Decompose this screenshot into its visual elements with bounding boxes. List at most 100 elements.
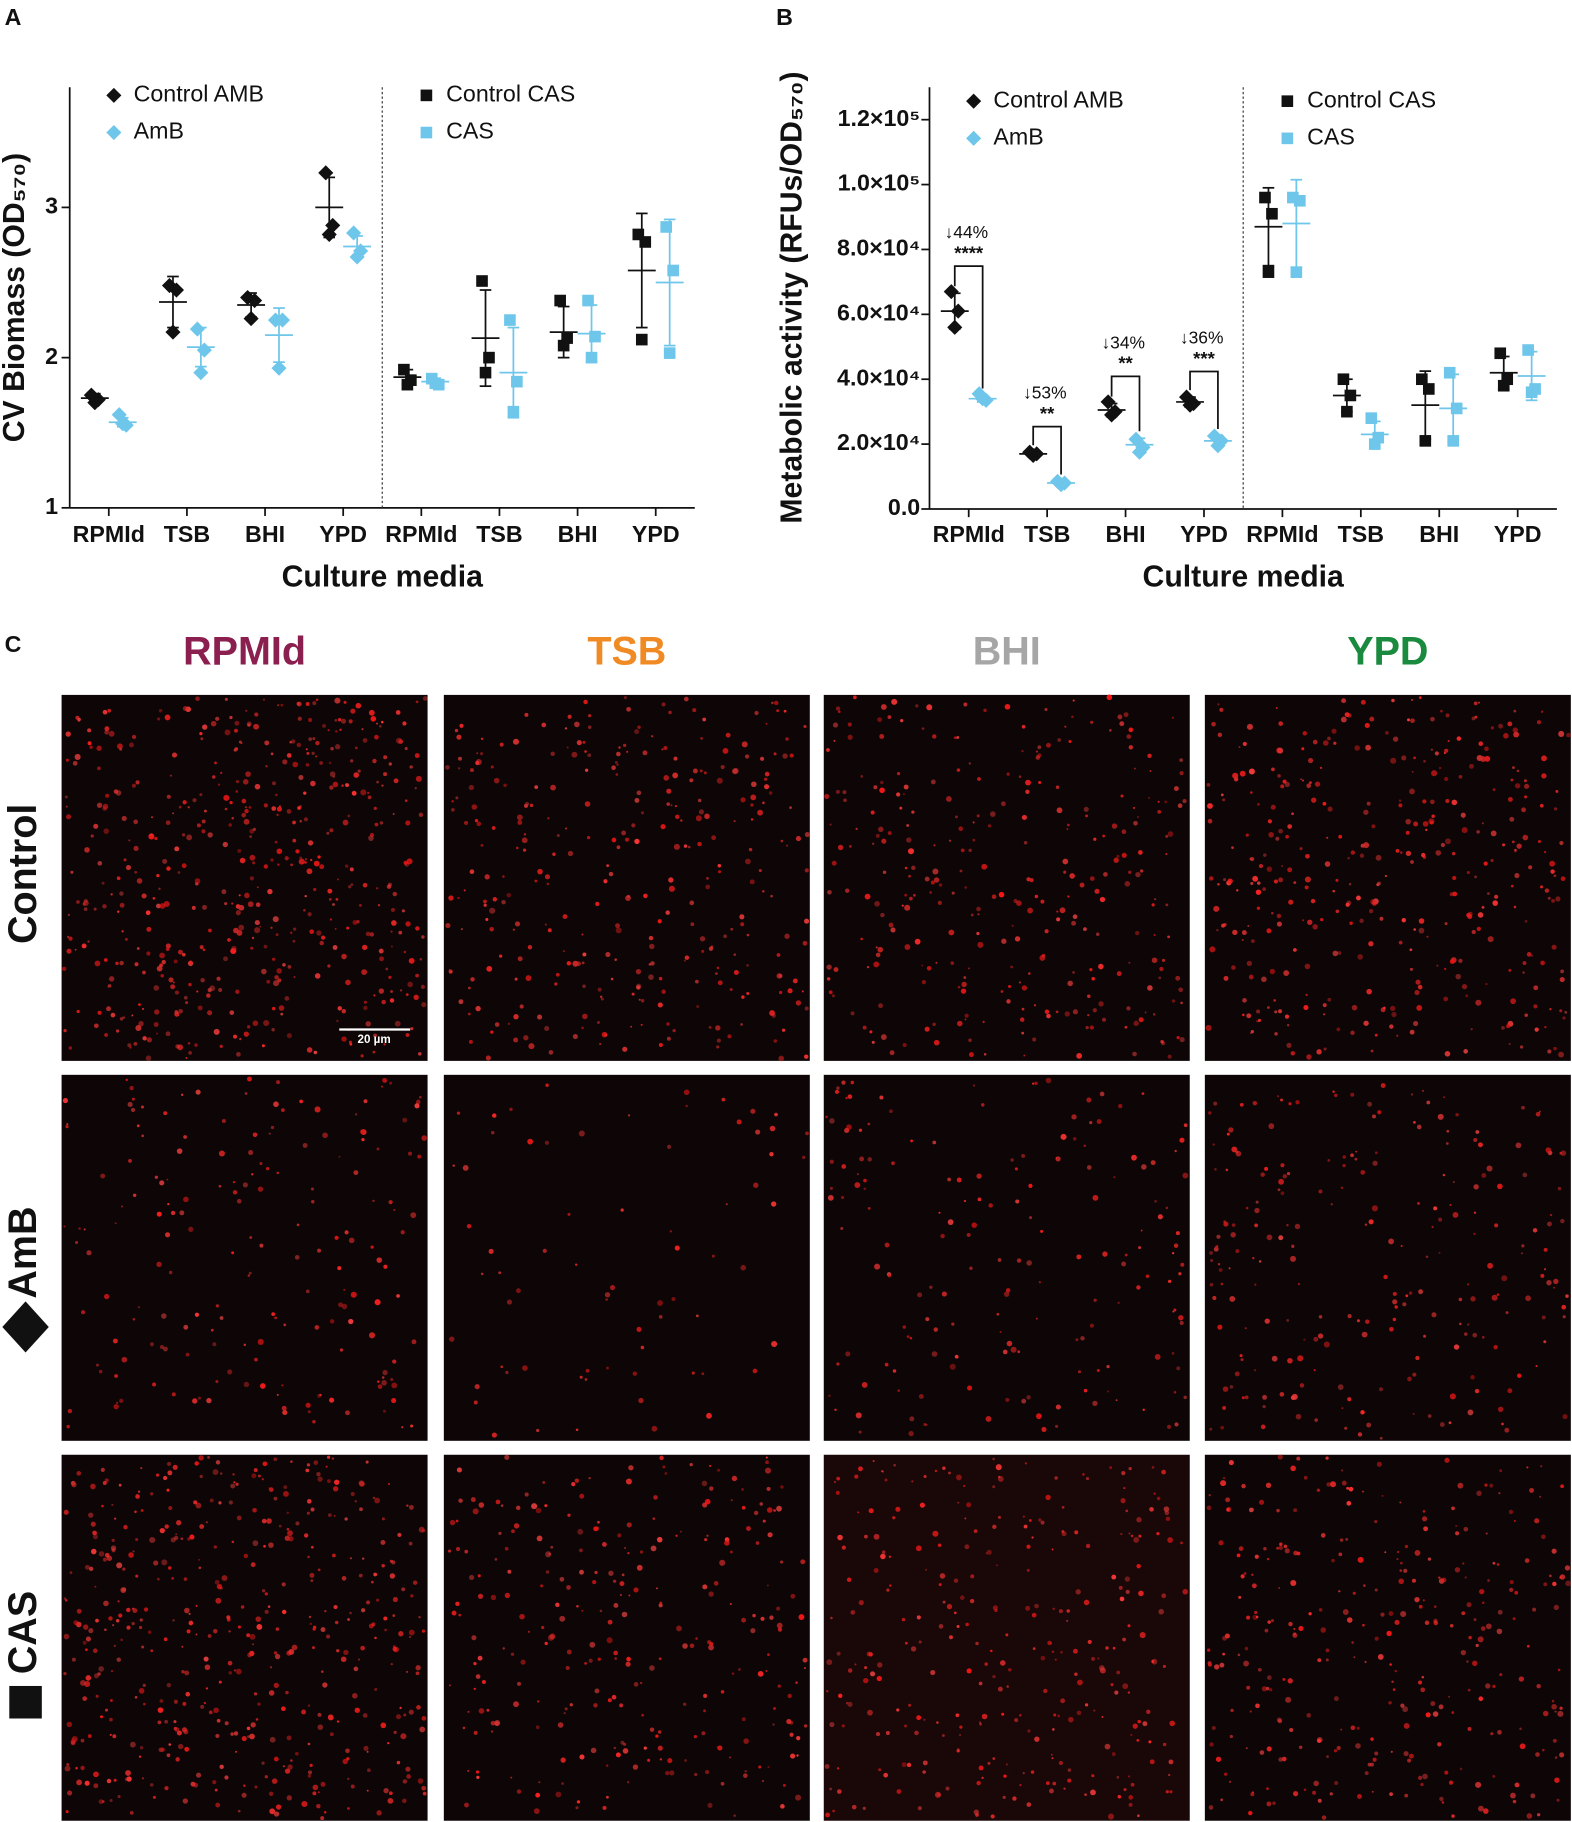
cell: [1418, 1775, 1423, 1780]
cell: [1454, 1567, 1461, 1573]
cell: [916, 1615, 921, 1620]
cell: [918, 1640, 922, 1644]
cell: [1329, 1481, 1337, 1488]
cell: [1286, 1042, 1292, 1048]
cell: [758, 1765, 762, 1769]
cell: [304, 894, 307, 898]
cell: [1235, 1150, 1242, 1157]
cell: [1168, 1773, 1171, 1777]
x-tick-label: YPD: [1494, 521, 1542, 547]
cell: [826, 1659, 833, 1666]
cell: [1414, 1596, 1420, 1603]
legend-marker: [420, 126, 433, 139]
data-point: [554, 294, 566, 307]
cell: [892, 1516, 896, 1520]
cell: [1255, 889, 1262, 895]
cell: [685, 1104, 688, 1108]
cell: [363, 1745, 369, 1752]
cell: [767, 1532, 773, 1538]
cell: [896, 1789, 902, 1795]
cell: [93, 1771, 99, 1778]
cell: [1246, 960, 1253, 967]
cell: [1116, 971, 1122, 977]
data-point: [1290, 266, 1303, 278]
cell: [579, 1569, 584, 1575]
cell: [61, 966, 67, 972]
cell: [1372, 1757, 1377, 1762]
cell: [248, 1271, 252, 1275]
cell: [1366, 801, 1371, 806]
cell: [160, 1747, 165, 1752]
cell: [175, 1533, 178, 1536]
cell: [1111, 1574, 1117, 1580]
cell: [937, 1543, 942, 1548]
cell: [909, 1336, 913, 1340]
cell: [201, 819, 206, 824]
cell: [199, 1474, 203, 1479]
cell: [658, 976, 663, 981]
cell: [1416, 1004, 1423, 1011]
cell: [1534, 1027, 1539, 1032]
cell: [709, 1464, 712, 1467]
cell: [275, 933, 279, 937]
data-point: [1422, 383, 1435, 395]
cell: [766, 1507, 773, 1513]
cell: [1223, 975, 1229, 981]
cell: [340, 1656, 347, 1663]
cell: [1391, 698, 1395, 703]
cell: [483, 903, 487, 907]
cell: [587, 753, 592, 758]
cell: [473, 1687, 476, 1691]
cell: [1087, 994, 1091, 999]
cell: [701, 949, 705, 953]
cell: [355, 702, 362, 709]
cell: [207, 832, 213, 838]
cell: [683, 959, 686, 962]
cell: [275, 793, 278, 797]
cell: [374, 1636, 377, 1640]
cell: [195, 1633, 198, 1636]
cell: [408, 1636, 412, 1639]
cell: [457, 896, 460, 900]
cell: [1287, 867, 1293, 873]
cell: [1471, 929, 1476, 935]
cell: [658, 1657, 662, 1661]
cell: [1110, 1683, 1114, 1687]
cell: [123, 1524, 128, 1530]
cell: [1374, 1520, 1378, 1524]
cell: [803, 725, 807, 729]
cell: [1218, 1268, 1223, 1272]
cell: [885, 1731, 890, 1735]
cell: [773, 1707, 776, 1710]
cell: [1473, 1184, 1479, 1190]
cell: [1147, 753, 1152, 758]
panel-label: A: [5, 4, 22, 30]
cell: [1560, 1150, 1567, 1156]
cell: [1293, 1508, 1298, 1513]
cell: [1401, 917, 1406, 923]
cell: [365, 1460, 369, 1464]
cell: [421, 1629, 426, 1633]
cell: [319, 940, 324, 946]
cell: [74, 753, 81, 760]
cell: [108, 1616, 113, 1621]
cell: [1540, 960, 1545, 966]
cell: [173, 1699, 178, 1704]
cell: [548, 1050, 554, 1055]
cell: [768, 791, 773, 795]
cell: [1369, 716, 1375, 722]
cell: [302, 1143, 308, 1148]
cell: [237, 1625, 241, 1629]
cell: [965, 1622, 969, 1627]
cell: [707, 1802, 713, 1808]
cell: [101, 1800, 105, 1803]
cell: [388, 1200, 393, 1205]
cell: [851, 1804, 857, 1810]
cell: [97, 1672, 101, 1676]
cell: [221, 1118, 226, 1123]
cell: [491, 826, 496, 830]
cell: [276, 848, 283, 855]
cell: [154, 1175, 159, 1179]
cell: [1104, 1743, 1111, 1750]
cell: [348, 719, 353, 724]
